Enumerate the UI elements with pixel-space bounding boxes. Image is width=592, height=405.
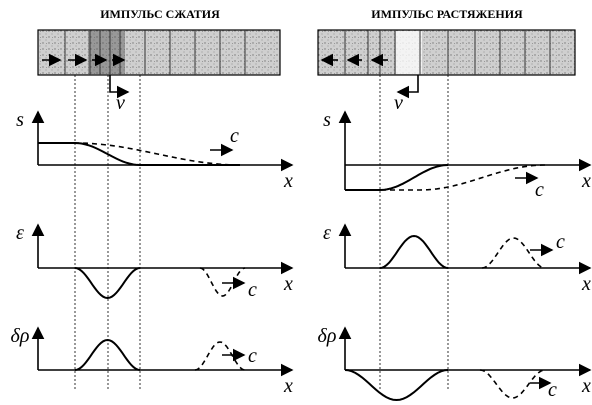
wave-label: c xyxy=(230,125,239,147)
pulse-later xyxy=(195,342,245,370)
panel-title: ИМПУЛЬС РАСТЯЖЕНИЯ xyxy=(371,7,523,21)
rod xyxy=(318,30,575,75)
pulse-later xyxy=(200,268,245,296)
pulse-now xyxy=(345,165,448,190)
x-label: x xyxy=(581,375,591,397)
y-label: ε xyxy=(16,222,24,244)
wave-label: c xyxy=(248,345,257,367)
x-label: x xyxy=(283,375,293,397)
pulse-now xyxy=(75,340,140,370)
y-label: δρ xyxy=(11,325,30,347)
wave-label: c xyxy=(248,279,257,301)
x-label: x xyxy=(283,273,293,295)
y-label: ε xyxy=(323,222,331,244)
y-label: s xyxy=(16,109,24,131)
velocity-label: v xyxy=(116,92,125,114)
wave-label: c xyxy=(548,379,557,401)
pulse-now xyxy=(75,268,140,298)
y-label: s xyxy=(323,109,331,131)
y-label: δρ xyxy=(318,325,337,347)
x-label: x xyxy=(581,170,591,192)
panel-title: ИМПУЛЬС СЖАТИЯ xyxy=(100,7,220,21)
velocity-arrow xyxy=(110,75,128,92)
compression xyxy=(88,31,125,74)
rarefaction xyxy=(396,31,422,74)
wave-label: c xyxy=(535,179,544,201)
pulse-now xyxy=(345,370,448,400)
velocity-label: v xyxy=(394,92,403,114)
rod xyxy=(38,30,280,75)
pulse-later xyxy=(482,238,545,268)
x-label: x xyxy=(581,273,591,295)
figure: ИМПУЛЬС СЖАТИЯ ИМПУЛЬС РАСТЯЖЕНИЯ v v s x… xyxy=(0,0,592,405)
pulse-now xyxy=(38,143,240,165)
x-label: x xyxy=(283,170,293,192)
pulse-later xyxy=(38,143,240,165)
pulse-later xyxy=(480,370,545,398)
wave-label: c xyxy=(556,231,565,253)
velocity-arrow xyxy=(398,75,418,92)
pulse-now xyxy=(380,236,448,268)
